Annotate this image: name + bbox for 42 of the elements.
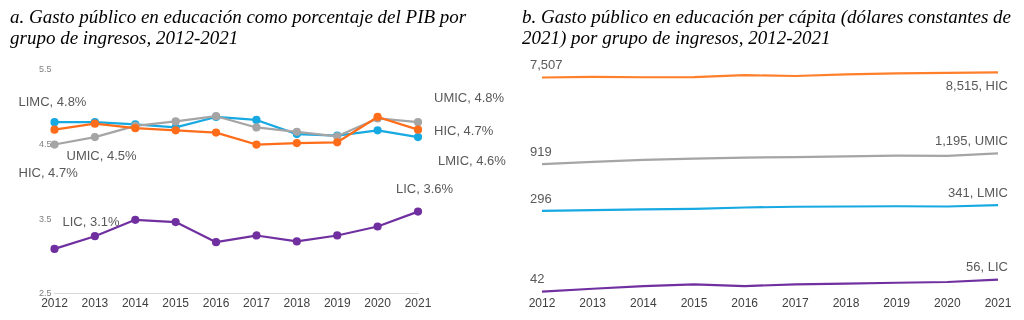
annotation: LIMC, 4.8%: [18, 93, 87, 109]
annotation: UMIC, 4.8%: [434, 89, 505, 105]
x-tick-label: 2015: [680, 296, 708, 311]
data-label: 296: [530, 190, 552, 206]
x-tick-label: 2018: [832, 296, 860, 311]
x-tick-label: 2012: [41, 296, 69, 311]
x-tick-label: 2015: [162, 296, 190, 311]
annotation: HIC, 4.7%: [18, 165, 79, 181]
annotation: LIC, 3.6%: [396, 181, 454, 197]
annotation: LMIC, 4.6%: [438, 152, 507, 168]
x-tick-label: 2018: [283, 296, 311, 311]
chart-title: b. Gasto público en educación per cápita (dólares constantes de 2021) por grupo de ingresos, 2012-2021: [521, 5, 1012, 50]
y-tick-label: 3.5: [39, 213, 52, 224]
data-label: 8,515, HIC: [945, 77, 1008, 93]
y-tick-label: 5.5: [39, 64, 52, 75]
x-tick-label: 2019: [323, 296, 351, 311]
annotation: HIC, 4.7%: [434, 123, 494, 139]
data-label: 1,195, UMIC: [935, 132, 1008, 148]
x-tick-label: 2013: [81, 296, 109, 311]
data-label: 42: [530, 271, 545, 287]
y-tick-label: 2.5: [39, 288, 52, 299]
x-tick-label: 2014: [121, 296, 149, 311]
chart-title: a. Gasto público en educación como porcentaje del PIB por grupo de ingresos, 2012-2021: [9, 5, 468, 50]
x-tick-label: 2017: [243, 296, 271, 311]
x-tick-label: 2019: [883, 296, 911, 311]
x-tick-label: 2013: [579, 296, 607, 311]
data-label: 919: [530, 143, 552, 159]
annotation: LIC, 3.1%: [62, 214, 121, 230]
data-label: 56, LIC: [966, 259, 1008, 275]
x-tick-label: 2017: [781, 296, 809, 311]
x-tick-label: 2014: [629, 296, 657, 311]
x-tick-label: 2012: [528, 296, 556, 311]
x-tick-label: 2020: [364, 296, 392, 311]
y-tick-label: 4.5: [39, 139, 52, 150]
x-tick-label: 2020: [933, 296, 961, 311]
x-tick-label: 2021: [404, 296, 432, 311]
x-tick-label: 2016: [202, 296, 230, 311]
data-label: 341, LMIC: [948, 184, 1008, 200]
annotation: UMIC, 4.5%: [66, 148, 138, 164]
x-tick-label: 2021: [984, 296, 1012, 311]
x-tick-label: 2016: [731, 296, 759, 311]
data-label: 7,507: [530, 57, 563, 73]
